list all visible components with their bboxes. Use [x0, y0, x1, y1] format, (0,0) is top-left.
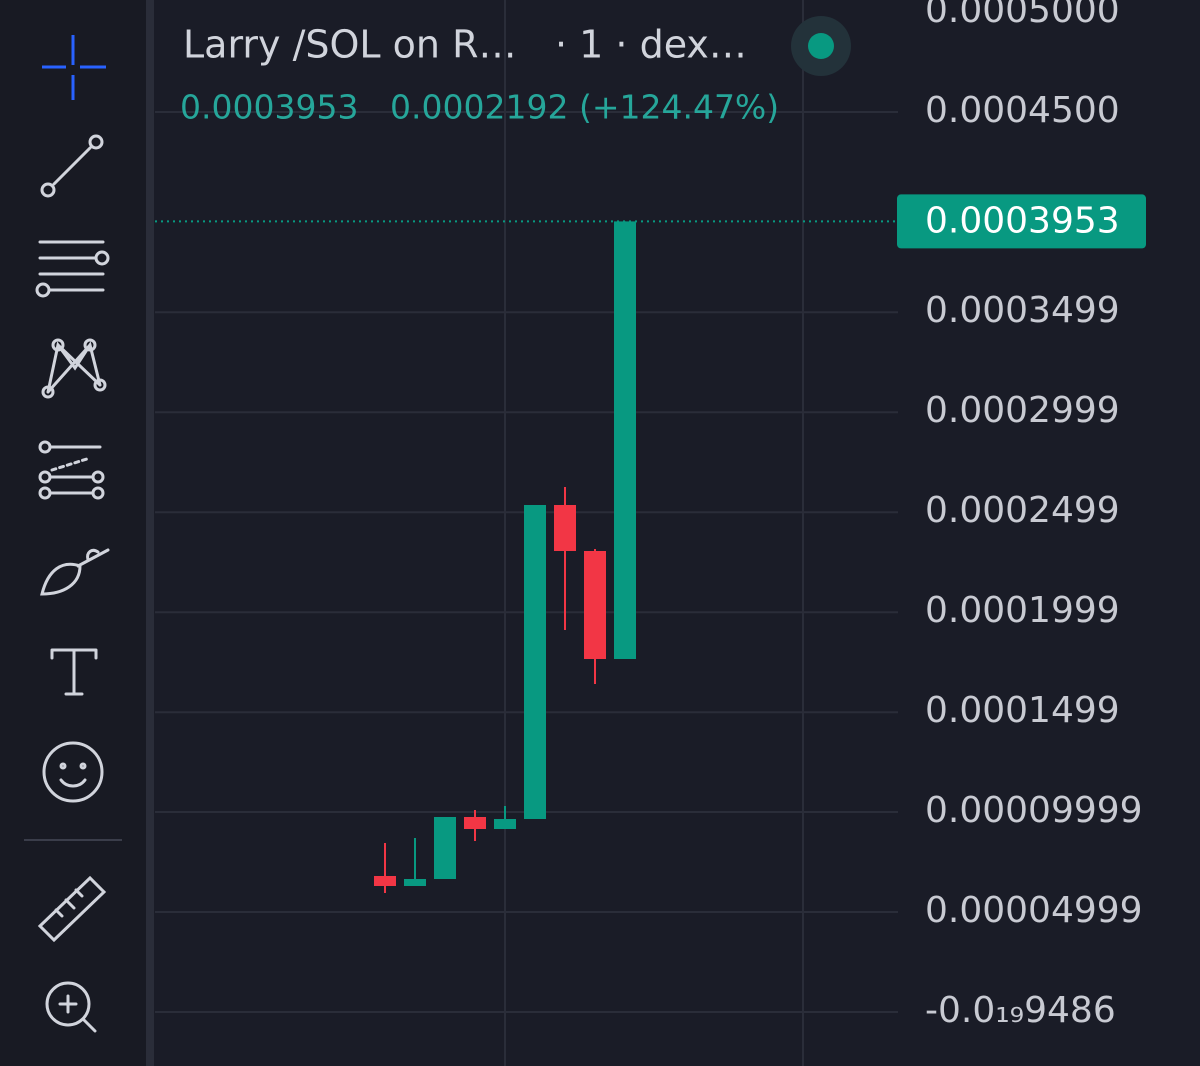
y-tick-label: 0.00004999 [925, 890, 1143, 931]
zoom-tool[interactable] [45, 981, 97, 1033]
toolbar [0, 0, 146, 1066]
chart-title: Larry /SOL on R… [183, 23, 517, 67]
price-change: 0.0002192 (+124.47%) [390, 88, 779, 127]
emoji-tool[interactable] [42, 741, 104, 803]
chart-subtitle: · 1 · dex… [555, 23, 747, 67]
last-price: 0.0003953 [180, 88, 358, 127]
candle-body [374, 876, 396, 886]
candle-body [554, 505, 576, 551]
y-tick-label: 0.0001999 [925, 590, 1120, 631]
pattern-tool[interactable] [41, 338, 107, 399]
candle-body [614, 221, 636, 659]
y-tick-label: 0.0005000 [925, 0, 1120, 31]
candle-body [404, 879, 426, 886]
candle-body [584, 551, 606, 659]
text-tool[interactable] [50, 648, 98, 696]
y-tick-label: -0.0₁₉9486 [925, 990, 1116, 1031]
y-tick-label: 0.0001499 [925, 690, 1120, 731]
trendline-tool[interactable] [40, 134, 104, 198]
candle-body [494, 819, 516, 829]
status-dot [808, 33, 834, 59]
brush-tool[interactable] [40, 548, 110, 596]
ruler-tool[interactable] [37, 875, 107, 943]
y-tick-label: 0.0003499 [925, 290, 1120, 331]
y-tick-label: 0.0002999 [925, 390, 1120, 431]
y-tick-label: 0.0004500 [925, 90, 1120, 131]
y-tick-label: 0.0002499 [925, 490, 1120, 531]
candle-body [524, 505, 546, 819]
candle-body [464, 817, 486, 829]
fib-tool[interactable] [35, 240, 110, 298]
last-price-tag-label: 0.0003953 [925, 200, 1120, 241]
crosshair-tool[interactable] [42, 35, 106, 100]
candle-body [434, 817, 456, 879]
prediction-tool[interactable] [38, 440, 105, 500]
last-price-tag [897, 194, 1146, 249]
y-tick-label: 0.00009999 [925, 790, 1143, 831]
